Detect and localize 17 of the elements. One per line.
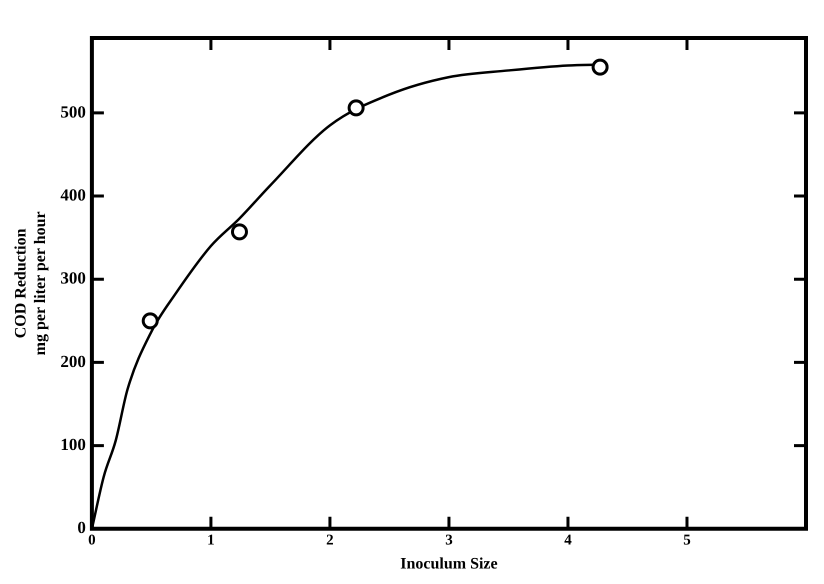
x-tick-label: 4 [564, 532, 572, 549]
y-axis-title: COD Reduction mg per liter per hour [12, 211, 49, 356]
x-tick-label: 3 [445, 532, 453, 549]
point [348, 99, 365, 116]
point [142, 312, 159, 330]
y-tick-label: 100 [60, 435, 86, 454]
x-axis-title: Inoculum Size [400, 556, 498, 573]
y-tick-label: 500 [60, 102, 86, 122]
point [230, 223, 248, 240]
x-tick-label: 5 [683, 532, 691, 549]
point [592, 58, 609, 76]
y-tick-label: 200 [60, 352, 86, 371]
y-tick-label: 400 [60, 185, 86, 204]
x-tick-label: 2 [326, 532, 334, 549]
y-tick-label: 300 [60, 268, 86, 288]
x-tick-label: 1 [207, 532, 215, 549]
x-tick-label: 0 [88, 532, 96, 549]
